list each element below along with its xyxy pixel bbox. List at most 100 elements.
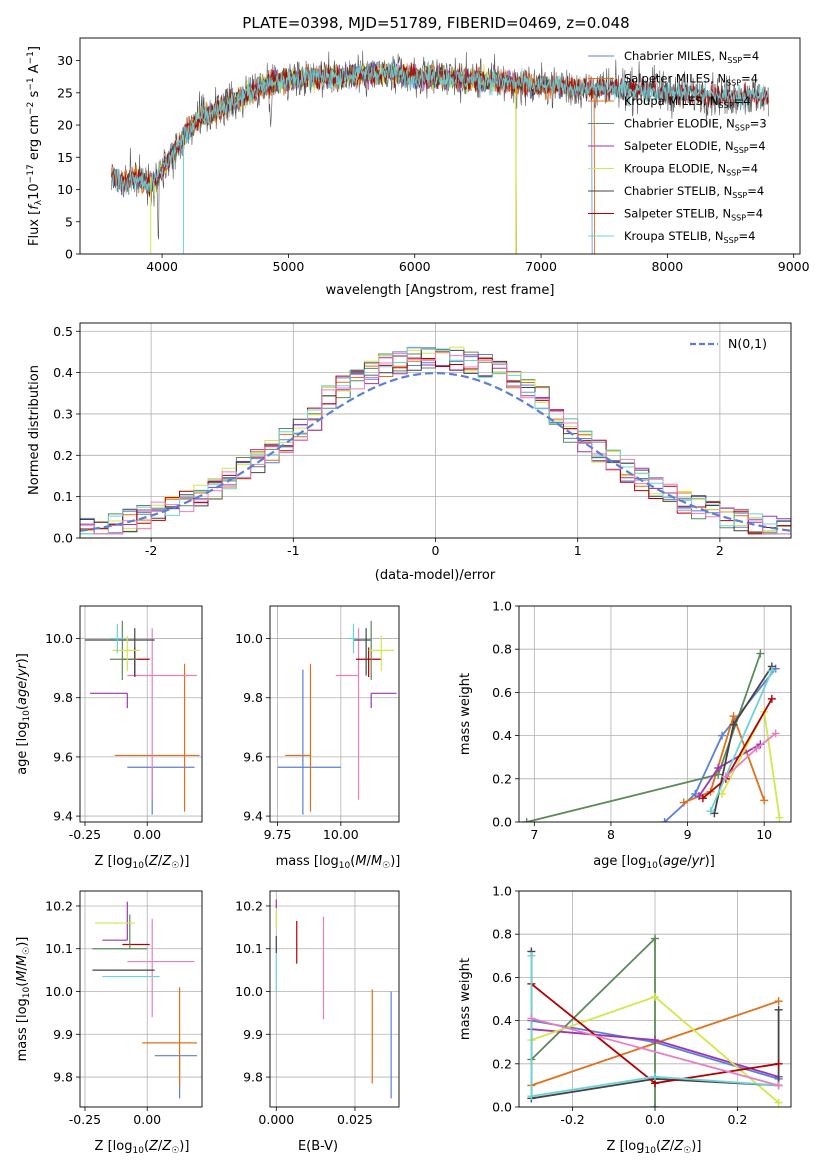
weight-plot-area bbox=[527, 934, 783, 1107]
weight-line bbox=[530, 955, 779, 1098]
weight-line bbox=[526, 653, 762, 822]
x-tick-label: 2 bbox=[716, 543, 724, 558]
y-tick-label: 0 bbox=[65, 247, 73, 262]
x-tick-label: 1 bbox=[574, 543, 582, 558]
weight-line bbox=[531, 1017, 779, 1087]
panel-residuals: -2 -1 0 1 2 0.0 0.1 0.2 0.3 0.4 0.5 (data-model)/er… bbox=[27, 322, 792, 583]
x-tick-label: 4000 bbox=[146, 259, 178, 274]
y-tick-label: 10 bbox=[57, 182, 73, 197]
x-tick-label: 0.00 bbox=[133, 827, 161, 842]
panel-spectrum: 4000 5000 6000 7000 8000 9000 0 5 10 15 20 25 30 wave… bbox=[26, 37, 810, 298]
x-tick-label: -2 bbox=[145, 543, 157, 558]
x-tick-label: 6000 bbox=[399, 259, 431, 274]
spectrum-plot-area bbox=[111, 50, 769, 254]
weight-line bbox=[698, 743, 761, 797]
y-tick-label: 15 bbox=[57, 150, 73, 165]
panel-age-vs-mass: 9.75 10.00 9.4 9.6 9.8 10.0 mass [log10(M/M☉)] bbox=[235, 605, 400, 871]
y-tick-label: 0.2 bbox=[492, 771, 512, 786]
y-axis-label: Flux [fλ10−17 erg cm−2 s−1 A−1] bbox=[26, 46, 44, 246]
panel-mass-vs-ebv: 0.000 0.025 9.8 9.9 10.0 10.1 10.2 E(B-V) bbox=[235, 890, 400, 1154]
y-tick-label: 0.0 bbox=[492, 815, 512, 830]
x-tick-label: -0.2 bbox=[560, 1112, 584, 1127]
x-axis-label: E(B-V) bbox=[298, 1139, 338, 1154]
weight-line bbox=[725, 732, 777, 778]
y-tick-label: 0.3 bbox=[53, 406, 73, 421]
y-tick-label: 10.0 bbox=[45, 631, 73, 646]
y-tick-label: 10.2 bbox=[45, 898, 73, 913]
x-tick-label: 8 bbox=[607, 827, 615, 842]
y-tick-label: 0.8 bbox=[492, 927, 512, 942]
residual-plot-area bbox=[80, 346, 791, 535]
x-tick-label: 8000 bbox=[651, 259, 683, 274]
x-tick-label: 0.2 bbox=[727, 1112, 747, 1127]
x-tick-label: -1 bbox=[287, 543, 299, 558]
spectrum-model-line bbox=[149, 60, 517, 254]
y-tick-label: 10.0 bbox=[235, 984, 263, 999]
y-tick-label: 10.0 bbox=[45, 984, 73, 999]
x-axis-label: wavelength [Angstrom, rest frame] bbox=[326, 283, 555, 298]
y-axis-label: Normed distribution bbox=[27, 365, 42, 495]
axes-frame bbox=[269, 605, 400, 823]
y-tick-label: 1.0 bbox=[492, 884, 512, 899]
y-tick-label: 1.0 bbox=[492, 599, 512, 614]
axes-frame bbox=[518, 605, 792, 823]
y-tick-label: 0.4 bbox=[53, 365, 73, 380]
panel-age-vs-metallicity: -0.25 0.00 9.4 9.6 9.8 10.0 Z [log10(Z/Z☉)] age… bbox=[15, 605, 203, 871]
axes-frame bbox=[79, 605, 203, 823]
axes-frame bbox=[79, 37, 801, 255]
gaussian-curve bbox=[80, 371, 791, 532]
x-tick-label: 0.0 bbox=[645, 1112, 665, 1127]
y-axis-label: mass [log10(M/M☉)] bbox=[15, 937, 32, 1062]
panel-weight-vs-age: 7 8 9 10 0.0 0.2 0.4 0.6 0.8 1.0 age [log10(age/yr… bbox=[458, 599, 792, 871]
x-axis-label: (data-model)/error bbox=[375, 568, 496, 583]
axes-frame bbox=[79, 890, 203, 1108]
histogram-step-line bbox=[80, 351, 791, 535]
spectrum-model-line bbox=[149, 62, 517, 254]
legend-entry: Salpeter ELODIE, NSSP=4 bbox=[624, 139, 766, 155]
legend-entry: Chabrier STELIB, NSSP=4 bbox=[624, 184, 764, 200]
axes-frame bbox=[269, 890, 400, 1108]
y-tick-label: 10.1 bbox=[45, 941, 73, 956]
spectrum-model-line bbox=[111, 60, 769, 194]
errorbar-plot-area bbox=[275, 899, 392, 1099]
panel-weight-vs-metallicity: -0.2 0.0 0.2 0.0 0.2 0.4 0.6 0.8 1.0 Z [log10(Z/Z… bbox=[458, 884, 792, 1156]
y-tick-label: 9.4 bbox=[53, 809, 73, 824]
y-tick-label: 20 bbox=[57, 118, 73, 133]
weight-plot-area bbox=[522, 649, 784, 822]
y-tick-label: 0.2 bbox=[492, 1056, 512, 1071]
weight-line bbox=[683, 713, 766, 804]
x-tick-label: 9.75 bbox=[264, 827, 292, 842]
x-tick-label: 0.025 bbox=[337, 1112, 373, 1127]
y-tick-label: 25 bbox=[57, 85, 73, 100]
y-tick-label: 9.9 bbox=[243, 1027, 263, 1042]
y-tick-label: 30 bbox=[57, 53, 73, 68]
y-tick-label: 9.4 bbox=[243, 809, 263, 824]
x-axis-label: Z [log10(Z/Z☉)] bbox=[95, 854, 190, 871]
x-tick-label: -0.25 bbox=[69, 1112, 101, 1127]
y-tick-label: 9.9 bbox=[53, 1027, 73, 1042]
y-tick-label: 9.8 bbox=[243, 690, 263, 705]
legend-entry: Kroupa MILES, NSSP=4 bbox=[624, 94, 750, 110]
x-tick-label: 0.000 bbox=[258, 1112, 294, 1127]
x-tick-label: 10 bbox=[756, 827, 772, 842]
y-tick-label: 0.6 bbox=[492, 970, 512, 985]
panel-mass-vs-metallicity: -0.25 0.00 9.8 9.9 10.0 10.1 10.2 Z [log10(Z/Z☉… bbox=[15, 890, 203, 1156]
y-tick-label: 0.1 bbox=[53, 489, 73, 504]
weight-line bbox=[709, 670, 773, 812]
errorbar-plot-area bbox=[84, 620, 200, 815]
spectrum-model-line bbox=[111, 62, 769, 197]
legend-entry: Chabrier ELODIE, NSSP=3 bbox=[624, 117, 767, 133]
x-tick-label: 7 bbox=[530, 827, 538, 842]
figure-title: PLATE=0398, MJD=51789, FIBERID=0469, z=0… bbox=[242, 14, 629, 32]
legend-entry: Kroupa ELODIE, NSSP=4 bbox=[624, 162, 758, 178]
spectrum-model-line bbox=[149, 60, 517, 254]
y-tick-label: 5 bbox=[65, 214, 73, 229]
y-tick-label: 0.4 bbox=[492, 728, 512, 743]
x-tick-label: 9000 bbox=[778, 259, 810, 274]
x-tick-label: 7000 bbox=[525, 259, 557, 274]
y-axis-label: mass weight bbox=[458, 673, 473, 755]
x-tick-label: 10.00 bbox=[323, 827, 359, 842]
y-tick-label: 9.6 bbox=[53, 749, 73, 764]
axes-frame bbox=[518, 890, 792, 1108]
